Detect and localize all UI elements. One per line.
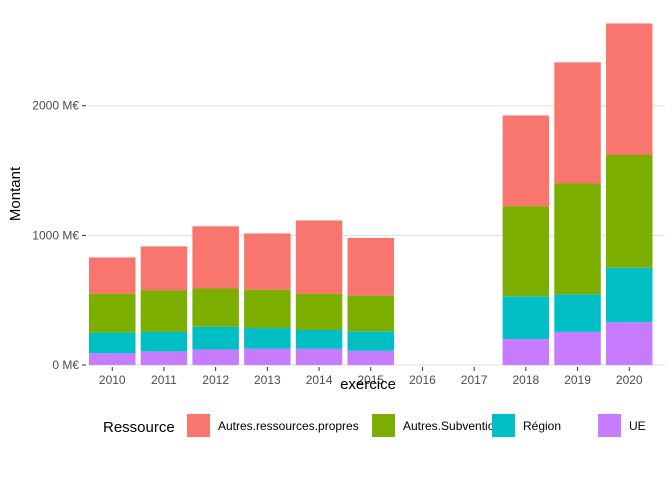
x-tick-label-2013: 2013 <box>254 373 281 387</box>
bar-2012-r-gion <box>192 326 239 350</box>
bar-2020-autres-subventions <box>606 155 653 268</box>
legend-label-autres-ressources-propres: Autres.ressources.propres <box>218 419 359 433</box>
bar-2019-r-gion <box>554 294 601 332</box>
x-axis-title: exercice <box>340 376 396 393</box>
bar-2011-r-gion <box>140 331 188 352</box>
bar-2013-r-gion <box>244 328 291 349</box>
bar-2012-autres-ressources-propres <box>192 226 239 289</box>
bar-2011-ue <box>140 351 188 365</box>
legend-key-autres-subventions <box>372 414 395 437</box>
x-tick-label-2011: 2011 <box>151 373 177 387</box>
x-tick-label-2012: 2012 <box>202 373 229 387</box>
x-tick-label-2015: 2015 <box>357 373 384 387</box>
legend-label-autres-subventions: Autres.Subventions <box>403 419 507 433</box>
legend: Ressource Autres.ressources.propres Autre… <box>103 414 646 437</box>
bar-2014-ue <box>295 348 343 365</box>
y-axis-title: Montant <box>7 166 24 221</box>
bar-2013-autres-ressources-propres <box>244 233 291 290</box>
legend-label-r-gion: Région <box>523 419 561 433</box>
bar-2018-autres-subventions <box>502 206 550 297</box>
x-tick-label-2016: 2016 <box>409 373 436 387</box>
bar-2014-autres-subventions <box>295 293 343 330</box>
bar-2015-autres-ressources-propres <box>347 237 394 296</box>
bar-2011-autres-subventions <box>140 290 188 332</box>
bar-2014-r-gion <box>295 330 343 349</box>
bar-2013-autres-subventions <box>244 289 291 329</box>
y-tick-label-2: 2000 M€ <box>32 99 79 113</box>
bar-2019-ue <box>554 331 601 365</box>
legend-key-autres-ressources-propres <box>187 414 210 437</box>
y-axis: 0 M€ 1000 M€ 2000 M€ <box>32 99 86 372</box>
y-tick-label-1: 1000 M€ <box>32 228 79 242</box>
bar-2010-r-gion <box>89 332 136 354</box>
bar-2020-autres-ressources-propres <box>606 23 653 155</box>
legend-title: Ressource <box>103 419 175 436</box>
y-tick-label-0: 0 M€ <box>52 358 79 372</box>
bar-2010-autres-ressources-propres <box>89 257 136 294</box>
bar-2020-ue <box>606 322 653 365</box>
bar-2020-r-gion <box>606 267 653 323</box>
x-tick-label-2019: 2019 <box>564 373 591 387</box>
bar-2010-autres-subventions <box>89 293 136 333</box>
x-axis: 2010 2011 2012 2013 2014 2015 2016 2017 2018 2019… <box>99 367 643 387</box>
bar-2018-autres-ressources-propres <box>502 115 550 207</box>
bar-2012-autres-subventions <box>192 288 239 327</box>
bar-2018-ue <box>502 339 550 365</box>
bar-2019-autres-ressources-propres <box>554 62 601 184</box>
legend-key-r-gion <box>492 414 515 437</box>
x-tick-label-2018: 2018 <box>512 373 539 387</box>
legend-key-ue <box>598 414 621 437</box>
bar-2018-r-gion <box>502 296 550 340</box>
bar-2010-ue <box>89 353 136 365</box>
bar-2015-autres-subventions <box>347 295 394 332</box>
bar-2019-autres-subventions <box>554 183 601 295</box>
bar-2012-ue <box>192 349 239 365</box>
bars <box>89 23 653 365</box>
bar-2015-ue <box>347 350 394 365</box>
bar-2011-autres-ressources-propres <box>140 246 188 291</box>
legend-label-ue: UE <box>629 419 646 433</box>
x-tick-label-2014: 2014 <box>306 373 333 387</box>
bar-2015-r-gion <box>347 331 394 351</box>
bar-2013-ue <box>244 348 291 365</box>
bar-2014-autres-ressources-propres <box>295 220 343 294</box>
x-tick-label-2020: 2020 <box>616 373 643 387</box>
x-tick-label-2017: 2017 <box>461 373 488 387</box>
x-tick-label-2010: 2010 <box>99 373 126 387</box>
